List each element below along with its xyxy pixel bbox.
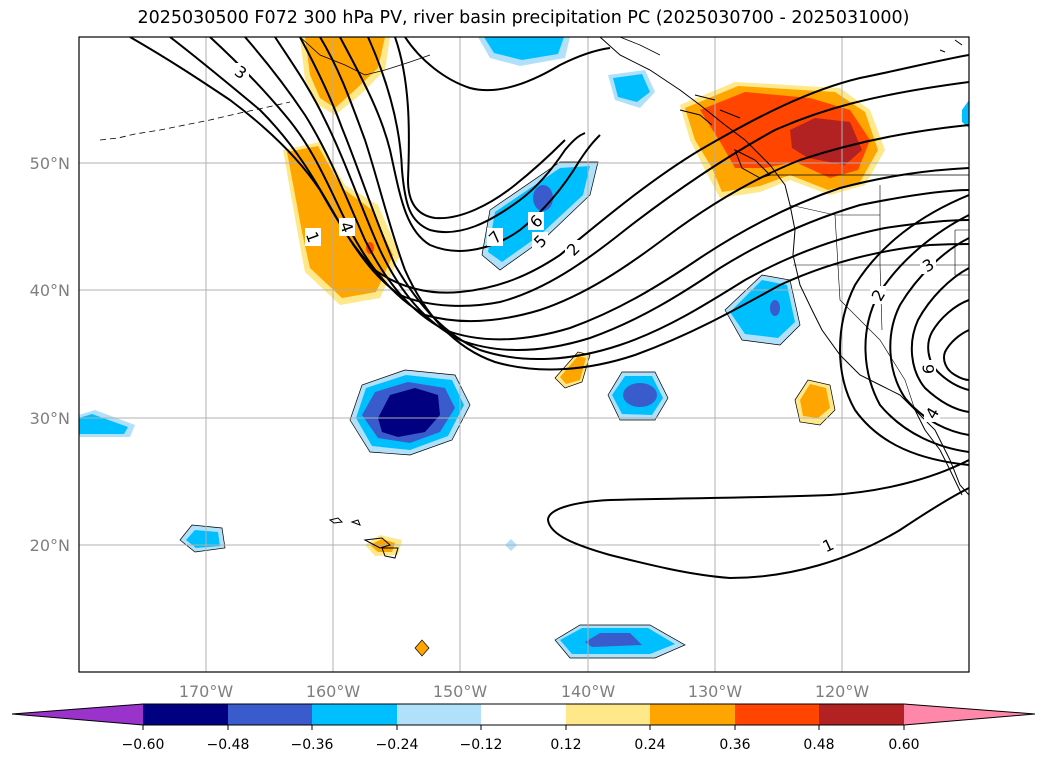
colorbar-tick-label: 0.60 <box>888 737 919 753</box>
colorbar-tick-label: −0.24 <box>376 737 419 753</box>
colorbar-ticks <box>142 725 905 730</box>
precip-anomaly-fills <box>79 37 969 658</box>
colorbar: −0.60 −0.48 −0.36 −0.24 −0.12 0.12 0.24 … <box>11 703 1036 753</box>
colorbar-tick-label: −0.36 <box>291 737 334 753</box>
precip-negative-core <box>533 185 553 211</box>
longitude-labels: 170°W 160°W 150°W 140°W 130°W 120°W <box>179 682 870 701</box>
colorbar-segment <box>228 704 312 725</box>
precip-negative-core <box>770 300 780 316</box>
colorbar-segment <box>312 704 397 725</box>
colorbar-segment <box>819 704 904 725</box>
precip-anomaly-outlines <box>179 161 836 659</box>
pv-contour-labels: 3 1 4 7 6 5 2 2 3 6 4 1 <box>231 62 943 557</box>
colorbar-tick-label: −0.12 <box>460 737 503 753</box>
colorbar-tick-label: 0.48 <box>803 737 834 753</box>
precip-negative-patch <box>186 530 220 548</box>
colorbar-segment <box>650 704 735 725</box>
pv-contour-label: 6 <box>919 364 938 374</box>
precip-negative-core <box>585 633 642 647</box>
colorbar-over-triangle <box>904 704 1035 725</box>
colorbar-tick-label: −0.60 <box>122 737 165 753</box>
colorbar-segment <box>397 704 481 725</box>
lon-label: 160°W <box>306 682 361 701</box>
lat-label: 40°N <box>30 281 70 300</box>
precip-negative-patch <box>79 414 128 434</box>
colorbar-segment <box>735 704 819 725</box>
map-frame <box>78 36 970 673</box>
lat-label: 50°N <box>30 154 70 173</box>
precip-negative-core <box>623 383 657 407</box>
precip-positive-patch <box>560 356 586 384</box>
lat-label: 30°N <box>30 409 70 428</box>
precip-positive-patch <box>800 384 830 418</box>
lon-label: 150°W <box>433 682 488 701</box>
lon-label: 170°W <box>179 682 234 701</box>
precip-positive-core <box>790 118 862 165</box>
precip-negative-patch <box>730 280 795 338</box>
colorbar-tick-label: 0.24 <box>634 737 665 753</box>
colorbar-segment <box>143 704 228 725</box>
map-content: 3 1 4 7 6 5 2 2 3 6 4 1 <box>79 37 969 672</box>
latitude-labels: 50°N 40°N 30°N 20°N <box>30 154 70 555</box>
precip-negative-patch <box>613 74 650 102</box>
colorbar-tick-label: −0.48 <box>207 737 250 753</box>
precip-negative-patch <box>962 100 969 128</box>
precip-negative-patch <box>484 37 564 60</box>
map-title: 2025030500 F072 300 hPa PV, river basin … <box>137 8 910 28</box>
pv-contours <box>129 37 969 580</box>
colorbar-tick-label: 0.36 <box>719 737 750 753</box>
colorbar-segment <box>481 704 566 725</box>
lon-label: 120°W <box>815 682 870 701</box>
precip-positive-patch <box>305 37 385 108</box>
colorbar-under-triangle <box>12 704 143 725</box>
colorbar-segment <box>566 704 650 725</box>
lat-label: 20°N <box>30 536 70 555</box>
colorbar-tick-label: 0.12 <box>550 737 581 753</box>
precip-negative-core <box>378 388 440 437</box>
lon-label: 140°W <box>561 682 616 701</box>
lon-label: 130°W <box>688 682 743 701</box>
